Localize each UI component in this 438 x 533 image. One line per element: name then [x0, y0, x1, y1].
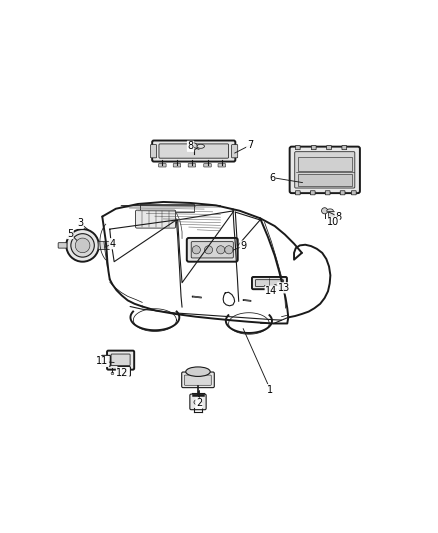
Text: 3: 3 [77, 219, 83, 228]
FancyBboxPatch shape [159, 164, 166, 167]
Circle shape [192, 246, 200, 254]
FancyBboxPatch shape [151, 144, 156, 158]
FancyBboxPatch shape [182, 372, 214, 387]
Circle shape [66, 229, 99, 262]
Circle shape [217, 246, 225, 254]
FancyBboxPatch shape [190, 394, 206, 410]
FancyBboxPatch shape [252, 277, 287, 289]
FancyBboxPatch shape [290, 147, 360, 193]
FancyBboxPatch shape [187, 238, 238, 262]
Text: 7: 7 [247, 140, 253, 150]
Circle shape [205, 246, 212, 254]
FancyBboxPatch shape [117, 367, 131, 376]
Text: 6: 6 [269, 173, 275, 182]
FancyBboxPatch shape [295, 146, 300, 150]
Text: 12: 12 [117, 368, 129, 378]
FancyBboxPatch shape [159, 144, 229, 158]
FancyBboxPatch shape [298, 174, 352, 187]
Ellipse shape [121, 369, 127, 374]
FancyBboxPatch shape [98, 241, 110, 249]
Circle shape [321, 208, 328, 214]
Text: 1: 1 [267, 385, 273, 394]
FancyBboxPatch shape [135, 210, 176, 228]
Ellipse shape [194, 400, 202, 405]
FancyBboxPatch shape [311, 191, 315, 195]
Text: 5: 5 [67, 229, 73, 239]
Ellipse shape [103, 357, 109, 364]
FancyBboxPatch shape [255, 280, 283, 286]
Text: 11: 11 [96, 357, 108, 367]
Text: 8: 8 [335, 212, 341, 222]
FancyBboxPatch shape [188, 164, 196, 167]
FancyBboxPatch shape [107, 351, 134, 370]
Ellipse shape [197, 144, 205, 148]
FancyBboxPatch shape [173, 164, 181, 167]
FancyBboxPatch shape [102, 356, 110, 366]
Circle shape [75, 238, 90, 253]
Ellipse shape [186, 367, 210, 376]
FancyBboxPatch shape [327, 146, 332, 150]
Text: 2: 2 [196, 398, 202, 408]
FancyBboxPatch shape [232, 144, 238, 158]
Ellipse shape [327, 209, 333, 213]
FancyBboxPatch shape [152, 141, 235, 161]
FancyBboxPatch shape [218, 164, 226, 167]
FancyBboxPatch shape [184, 375, 211, 385]
Circle shape [111, 372, 114, 375]
FancyBboxPatch shape [204, 164, 211, 167]
FancyBboxPatch shape [295, 152, 355, 188]
Circle shape [118, 372, 120, 375]
FancyBboxPatch shape [342, 146, 346, 150]
Circle shape [225, 246, 233, 254]
Circle shape [191, 143, 197, 150]
Text: 14: 14 [265, 286, 277, 296]
Text: 10: 10 [327, 217, 339, 227]
FancyBboxPatch shape [325, 191, 330, 195]
Circle shape [125, 372, 127, 375]
FancyBboxPatch shape [328, 212, 337, 218]
FancyBboxPatch shape [111, 354, 130, 366]
FancyBboxPatch shape [298, 157, 352, 172]
FancyBboxPatch shape [351, 191, 356, 195]
Text: 8: 8 [187, 141, 194, 151]
Text: 13: 13 [278, 283, 290, 293]
Text: 9: 9 [240, 241, 246, 251]
FancyBboxPatch shape [311, 146, 316, 150]
Text: 4: 4 [110, 239, 116, 249]
FancyBboxPatch shape [58, 243, 67, 248]
FancyBboxPatch shape [191, 241, 233, 258]
Circle shape [71, 233, 94, 257]
FancyBboxPatch shape [295, 191, 300, 195]
FancyBboxPatch shape [340, 191, 345, 195]
